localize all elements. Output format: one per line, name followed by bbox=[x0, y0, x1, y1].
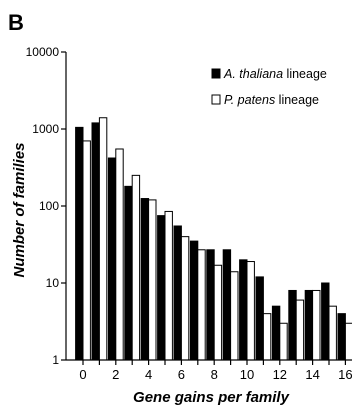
bar-p-patens bbox=[131, 174, 141, 361]
bar-a-thaliana bbox=[91, 122, 100, 361]
bar-a-thaliana bbox=[271, 305, 281, 361]
bar-p-patens bbox=[279, 322, 288, 361]
y-axis: 1 10 100 1000 10000 bbox=[26, 45, 67, 367]
bar-a-thaliana bbox=[157, 215, 166, 361]
bar-a-thaliana bbox=[321, 282, 330, 361]
bar-a-thaliana bbox=[239, 259, 248, 361]
legend-swatch bbox=[211, 68, 221, 79]
bar-a-thaliana bbox=[124, 185, 133, 361]
y-tick-label: 10 bbox=[46, 276, 60, 290]
bar-p-patens bbox=[164, 210, 173, 361]
x-tick-label: 4 bbox=[145, 367, 152, 382]
bar-p-patens bbox=[197, 249, 206, 361]
bar-a-thaliana bbox=[173, 225, 182, 361]
x-axis: 024681012141618 bbox=[66, 359, 352, 382]
x-tick-label: 0 bbox=[79, 367, 86, 382]
bar-a-thaliana bbox=[288, 289, 297, 361]
bar-p-patens bbox=[262, 313, 272, 361]
bar-a-thaliana bbox=[222, 249, 232, 361]
y-axis-label: Number of families bbox=[11, 142, 28, 277]
x-axis-label: Gene gains per family bbox=[133, 389, 290, 406]
bar-a-thaliana bbox=[304, 289, 314, 361]
bar-p-patens bbox=[328, 305, 337, 361]
bars bbox=[75, 117, 352, 361]
x-tick-label: 6 bbox=[178, 367, 185, 382]
x-tick-label: 14 bbox=[305, 367, 319, 382]
x-tick-label: 8 bbox=[211, 367, 218, 382]
legend-label: P. patens lineage bbox=[224, 93, 319, 107]
bar-p-patens bbox=[180, 236, 190, 361]
x-tick-label: 12 bbox=[273, 367, 287, 382]
bar-a-thaliana bbox=[337, 313, 346, 361]
x-tick-label: 10 bbox=[240, 367, 254, 382]
legend: A. thaliana lineage P. patens lineage bbox=[211, 67, 327, 107]
bar-a-thaliana bbox=[140, 198, 150, 361]
bar-p-patens bbox=[148, 199, 157, 361]
legend-swatch bbox=[211, 94, 221, 105]
bar-p-patens bbox=[98, 117, 108, 361]
bar-p-patens bbox=[213, 264, 223, 361]
x-tick-label: 2 bbox=[112, 367, 119, 382]
bar-p-patens bbox=[82, 140, 91, 361]
bar-a-thaliana bbox=[75, 126, 84, 361]
bar-p-patens bbox=[344, 322, 352, 361]
y-tick-label: 1 bbox=[52, 353, 59, 367]
y-tick-label: 1000 bbox=[32, 122, 59, 136]
y-tick-label: 10000 bbox=[26, 45, 60, 59]
bar-p-patens bbox=[230, 271, 239, 361]
bar-a-thaliana bbox=[206, 249, 215, 361]
x-tick-label: 16 bbox=[338, 367, 352, 382]
y-tick-label: 100 bbox=[39, 199, 59, 213]
bar-a-thaliana bbox=[189, 240, 199, 361]
bar-p-patens bbox=[115, 148, 124, 361]
legend-label: A. thaliana lineage bbox=[223, 67, 327, 81]
bar-a-thaliana bbox=[107, 157, 117, 361]
bar-p-patens bbox=[295, 299, 305, 361]
bar-p-patens bbox=[312, 289, 321, 361]
bar-p-patens bbox=[246, 261, 255, 361]
panel-label: B bbox=[8, 10, 24, 35]
bar-a-thaliana bbox=[255, 276, 264, 361]
